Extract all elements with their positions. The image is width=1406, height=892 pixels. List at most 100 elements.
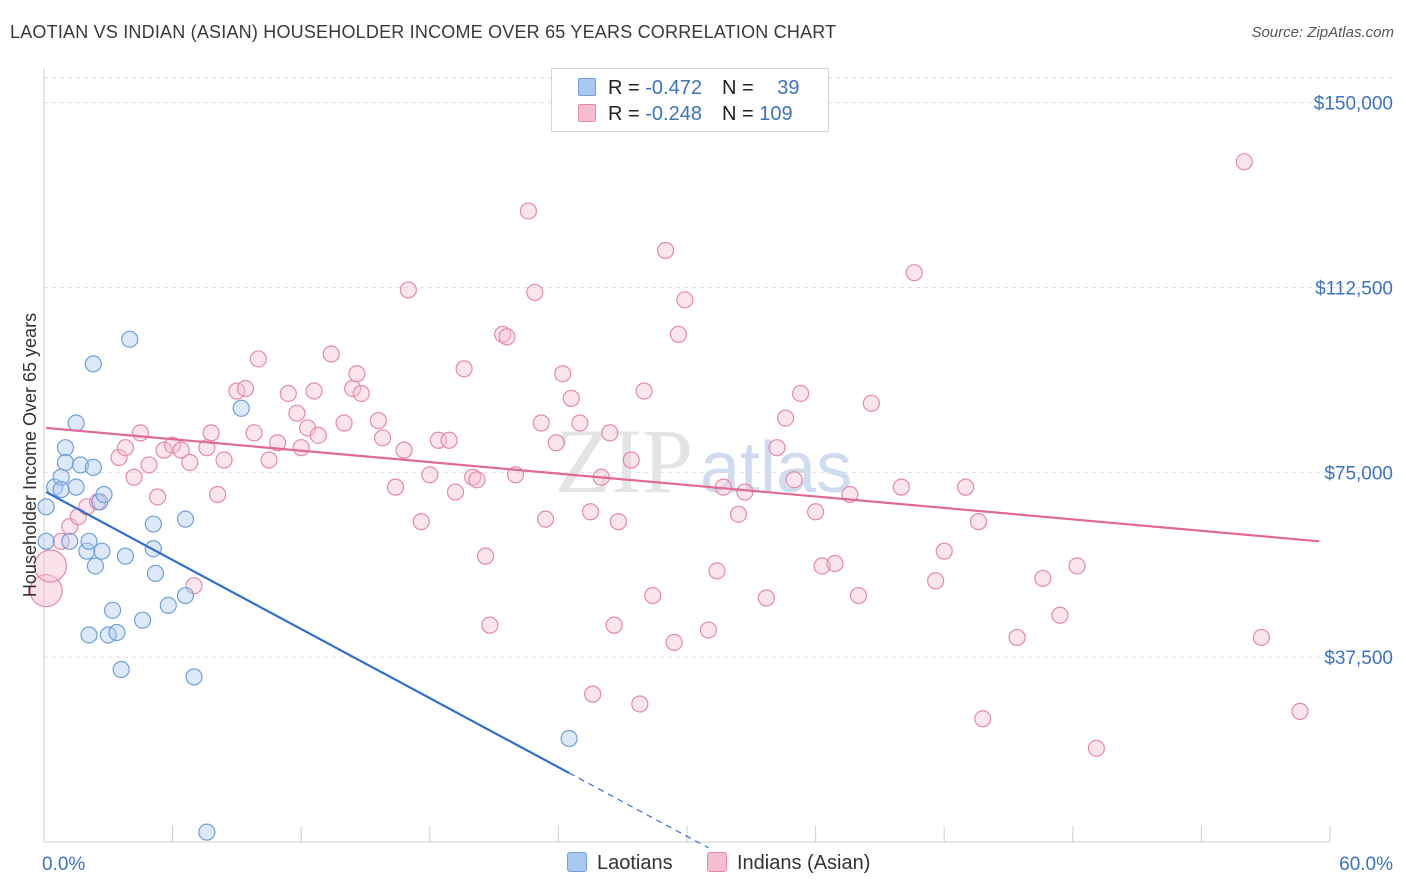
laotians-point: [71, 456, 90, 474]
indians-point: [776, 409, 795, 427]
indians-point: [554, 365, 572, 383]
indians-point: [676, 291, 694, 309]
laotians-point: [176, 510, 195, 528]
laotians-point: [108, 623, 126, 642]
y-tick-label: $112,500: [1315, 278, 1393, 299]
indians-point: [562, 389, 580, 407]
indians-point: [892, 478, 910, 496]
indians-point: [288, 404, 306, 422]
indians-point: [785, 471, 803, 489]
legend-n-value: 39: [777, 77, 800, 99]
laotians-point: [232, 399, 250, 417]
indians-point: [536, 510, 555, 528]
indians-point: [335, 414, 353, 432]
laotians-point: [176, 586, 195, 605]
indians-point: [412, 513, 430, 531]
laotians-point: [112, 660, 130, 679]
indians-point: [935, 542, 953, 560]
indians-point: [571, 414, 589, 432]
legend-n-label: N =: [721, 77, 760, 99]
indians-point: [29, 574, 63, 608]
laotians-point: [86, 557, 105, 575]
indians-point: [806, 503, 825, 521]
indians-point: [269, 434, 287, 452]
legend-n-value: 109: [759, 103, 793, 125]
indians-point: [849, 586, 868, 605]
laotians-point: [56, 439, 75, 457]
legend-laotians[interactable]: Laotians: [567, 852, 673, 875]
indians-point: [498, 328, 516, 346]
indians-point: [374, 429, 392, 447]
laotians-point: [103, 601, 122, 619]
laotians-point: [144, 515, 162, 533]
laotians-trend-extension: [568, 772, 709, 849]
indians-point: [547, 434, 565, 452]
laotians-point: [116, 547, 135, 565]
watermark-zip: ZIP: [555, 410, 693, 512]
indians-point: [927, 572, 945, 590]
legend-r-label: R =: [608, 103, 646, 125]
laotians-point: [56, 453, 75, 472]
indians-point: [635, 382, 653, 400]
indians-trend-line: [46, 426, 1320, 543]
source-credit: Source: ZipAtlas.com: [1251, 24, 1394, 41]
indians-point: [581, 503, 600, 521]
x-tick-label-min: 0.0%: [42, 854, 85, 875]
indians-point: [708, 562, 726, 580]
laotians-point: [37, 498, 55, 516]
indians-points: [29, 153, 1309, 757]
indians-point: [421, 466, 439, 484]
x-tick-label-max: 60.0%: [1339, 854, 1393, 875]
indians-point: [605, 616, 623, 634]
indians-point: [292, 439, 310, 457]
indians-point: [131, 424, 150, 442]
indians-point: [905, 264, 923, 282]
indians-point: [369, 411, 387, 430]
legend-indians[interactable]: Indians (Asian): [707, 852, 870, 875]
indians-point: [729, 505, 748, 523]
legend-laotians-label: Laotians: [597, 852, 673, 874]
indians-point: [245, 424, 263, 442]
indians-point: [584, 685, 602, 703]
indians-point: [957, 478, 975, 496]
laotians-point: [95, 485, 113, 504]
legend-row-laotians: R = -0.472 N = 39: [578, 77, 799, 101]
indians-point: [974, 710, 992, 728]
indians-point: [736, 483, 754, 501]
indians-point: [455, 360, 473, 378]
indians-point: [348, 365, 366, 383]
indians-point: [446, 483, 465, 501]
indians-swatch: [707, 852, 727, 872]
indians-swatch: [578, 104, 596, 122]
indians-point: [352, 384, 370, 403]
correlation-legend: R = -0.472 N = 39 R = -0.248 N = 109: [551, 68, 829, 132]
indians-point: [172, 441, 190, 459]
indians-point: [155, 441, 173, 459]
laotians-point: [84, 355, 102, 373]
laotians-point: [560, 729, 578, 748]
indians-point: [813, 557, 831, 575]
laotians-point: [133, 611, 152, 629]
laotians-point: [67, 414, 85, 432]
indians-point: [1087, 739, 1105, 757]
laotians-trend-line: [45, 491, 570, 774]
laotians-point: [93, 542, 111, 560]
indians-point: [140, 456, 158, 474]
indians-point: [481, 616, 499, 634]
laotians-point: [198, 823, 216, 841]
laotians-swatch: [578, 78, 596, 96]
indians-point: [826, 554, 844, 573]
indians-point: [386, 478, 405, 496]
indians-point: [644, 586, 662, 605]
indians-point: [209, 485, 227, 504]
indians-point: [631, 695, 649, 713]
indians-point: [215, 451, 233, 469]
indians-point: [862, 394, 880, 412]
indians-point: [399, 281, 417, 299]
y-axis-label: Householder Income Over 65 years: [20, 313, 40, 597]
trend-lines: [45, 426, 1320, 849]
indians-point: [305, 382, 323, 400]
indians-point: [656, 241, 675, 260]
indians-point: [1235, 153, 1253, 171]
